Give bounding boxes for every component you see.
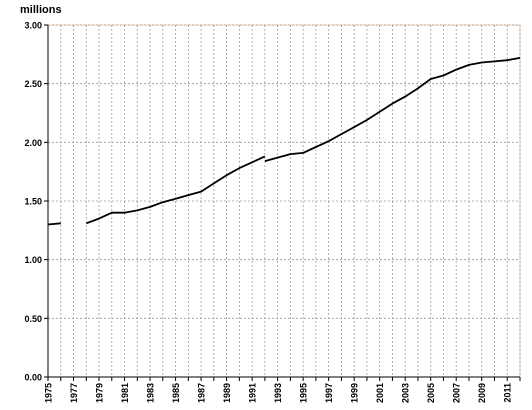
- x-tick-label: 1985: [171, 383, 181, 403]
- x-tick-label: 2011: [503, 383, 513, 403]
- x-tick-label: 2001: [375, 383, 385, 403]
- x-tick-label: 2005: [426, 383, 436, 403]
- x-tick-label: 2003: [401, 383, 411, 403]
- x-tick-label: 2009: [477, 383, 487, 403]
- x-tick-label: 1999: [350, 383, 360, 403]
- x-tick-label: 1991: [248, 383, 258, 403]
- y-tick-label: 1.50: [24, 197, 42, 207]
- data-line-segment-3: [264, 57, 521, 162]
- unit-label: millions: [20, 4, 62, 16]
- x-tick-label: 2007: [452, 383, 462, 403]
- y-tick-label: 0.50: [24, 314, 42, 324]
- x-tick-label: 1987: [197, 383, 207, 403]
- y-tick-label: 1.00: [24, 255, 42, 265]
- x-tick-label: 1993: [273, 383, 283, 403]
- data-line-segment-1: [47, 222, 61, 226]
- x-tick-label: 1979: [95, 383, 105, 403]
- x-tick-label: 1981: [120, 383, 130, 403]
- x-tick-label: 1995: [299, 383, 309, 403]
- x-tick-label: 1989: [222, 383, 232, 403]
- y-tick-label: 2.50: [24, 79, 42, 89]
- x-tick-label: 1975: [44, 383, 54, 403]
- x-tick-label: 1997: [324, 383, 334, 403]
- y-tick-label: 3.00: [24, 21, 42, 31]
- x-tick-label: 1983: [146, 383, 156, 403]
- data-line-segment-2: [85, 155, 266, 225]
- y-tick-label: 0.00: [24, 373, 42, 383]
- x-tick-label: 1977: [69, 383, 79, 403]
- y-tick-label: 2.00: [24, 138, 42, 148]
